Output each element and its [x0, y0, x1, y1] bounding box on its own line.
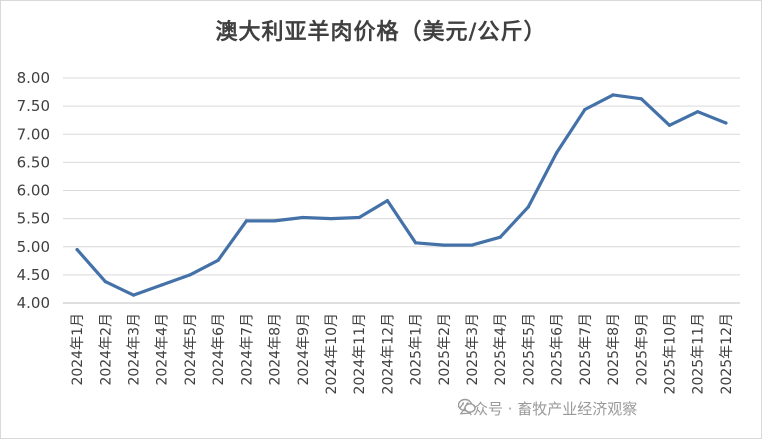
x-tick-label: 2025年10月 [662, 313, 678, 394]
x-tick-label: 2025年12月 [719, 313, 735, 394]
x-tick-label: 2025年7月 [578, 313, 594, 386]
watermark: 公众号 · 畜牧产业经济观察 [458, 398, 637, 419]
wechat-icon [458, 398, 476, 413]
data-point [555, 151, 559, 155]
gridlines [63, 77, 740, 304]
x-tick-label: 2024年11月 [352, 313, 368, 394]
y-axis: 4.00 4.50 5.00 5.50 6.00 6.50 7.00 7.50 8.00 [17, 69, 50, 312]
data-point [583, 107, 587, 112]
x-tick-label: 2025年3月 [465, 313, 481, 386]
x-tick-label: 2024年8月 [268, 313, 284, 386]
data-point [696, 110, 700, 114]
x-tick-label: 2025年4月 [493, 313, 509, 386]
data-point [498, 235, 502, 239]
x-tick-label: 2024年4月 [155, 313, 171, 386]
x-tick-label: 2024年12月 [380, 313, 396, 394]
x-tick-label: 2025年1月 [409, 313, 425, 386]
data-point [103, 280, 107, 284]
series-line [75, 93, 728, 297]
x-tick-label: 2025年5月 [521, 313, 537, 386]
y-tick-label: 5.50 [17, 210, 50, 228]
x-tick-label: 2024年10月 [324, 313, 340, 394]
x-tick-label: 2024年6月 [211, 313, 227, 386]
y-tick-label: 6.50 [17, 153, 50, 171]
x-tick-label: 2024年2月 [98, 313, 114, 386]
y-tick-label: 8.00 [17, 69, 50, 87]
series-layer [75, 93, 728, 297]
data-point [329, 217, 333, 221]
x-axis: 2024年1月 2024年2月 2024年3月 2024年4月 2024年5月 2024年… [63, 302, 740, 394]
data-point [639, 97, 643, 101]
y-tick-label: 4.50 [17, 266, 50, 284]
data-point [611, 93, 615, 97]
x-tick-label: 2024年3月 [127, 313, 143, 386]
data-point [75, 247, 79, 252]
x-tick-label: 2025年6月 [550, 313, 566, 386]
x-tick-label: 2025年8月 [606, 313, 622, 386]
x-tick-label: 2025年2月 [437, 313, 453, 386]
y-tick-label: 7.00 [17, 125, 50, 143]
x-tick-label: 2024年9月 [296, 313, 312, 386]
data-point [131, 293, 136, 297]
data-point [188, 273, 192, 277]
y-tick-label: 6.00 [17, 182, 50, 200]
y-tick-label: 7.50 [17, 97, 50, 115]
data-point [160, 283, 164, 287]
data-point [216, 258, 220, 262]
data-point [470, 243, 474, 247]
data-point [724, 121, 728, 125]
data-point [301, 215, 305, 220]
y-tick-label: 4.00 [17, 294, 50, 312]
x-tick-label: 2024年7月 [239, 313, 255, 386]
data-point [667, 123, 672, 127]
data-point [357, 215, 361, 220]
data-point [442, 243, 446, 247]
x-tick-label: 2024年5月 [183, 313, 199, 386]
watermark-text: 公众号 · 畜牧产业经济观察 [458, 400, 638, 418]
data-point [244, 219, 248, 223]
data-point [272, 219, 277, 223]
data-point [526, 205, 531, 209]
x-tick-label: 2025年11月 [691, 313, 707, 394]
chart-title: 澳大利亚羊肉价格（美元/公斤） [215, 20, 547, 45]
data-point [385, 199, 389, 203]
x-tick-label: 2024年1月 [70, 313, 86, 386]
data-point [414, 241, 418, 245]
y-tick-label: 5.00 [17, 238, 50, 256]
x-tick-label: 2025年9月 [634, 313, 650, 386]
